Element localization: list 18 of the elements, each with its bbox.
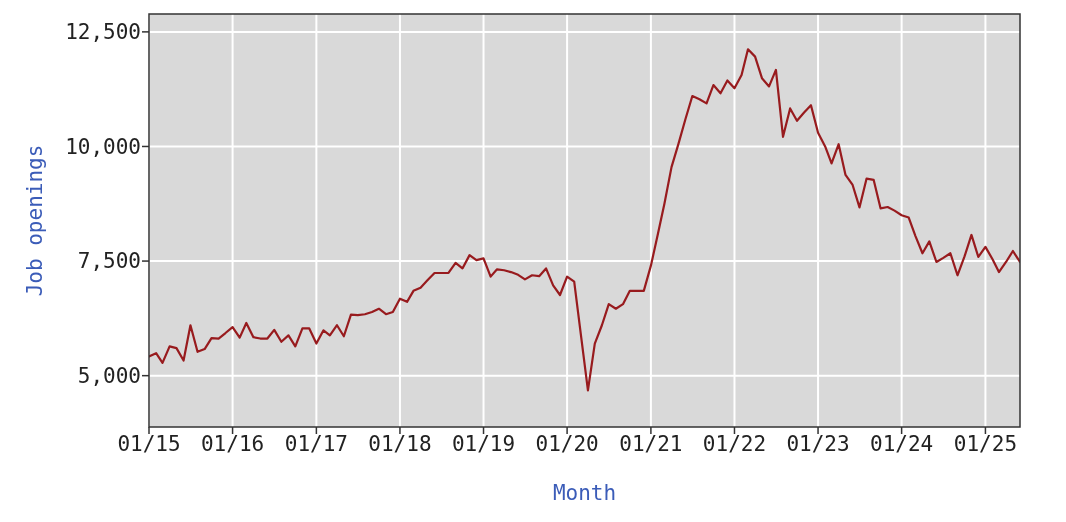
y-axis-title: Job openings [23, 144, 47, 297]
x-tick-label: 01/23 [786, 432, 850, 456]
y-tick-label: 7,500 [77, 249, 141, 274]
x-tick-label: 01/22 [702, 432, 767, 456]
x-tick-label: 01/17 [284, 432, 348, 456]
x-tick-label: 01/20 [535, 432, 599, 456]
y-tick-label: 10,000 [65, 134, 141, 159]
x-tick-label: 01/25 [953, 432, 1018, 456]
x-axis-title: Month [552, 481, 617, 505]
x-tick-label: 01/24 [870, 432, 934, 456]
x-tick-label: 01/16 [200, 432, 265, 456]
x-tick-label: 01/18 [368, 432, 432, 456]
line-series [149, 48, 1020, 392]
y-tick-label: 5,000 [77, 364, 141, 389]
x-tick-label: 01/19 [451, 432, 516, 456]
x-tick-label: 01/15 [117, 432, 181, 456]
y-tick-label: 12,500 [65, 20, 141, 45]
x-tick-label: 01/21 [619, 432, 683, 456]
